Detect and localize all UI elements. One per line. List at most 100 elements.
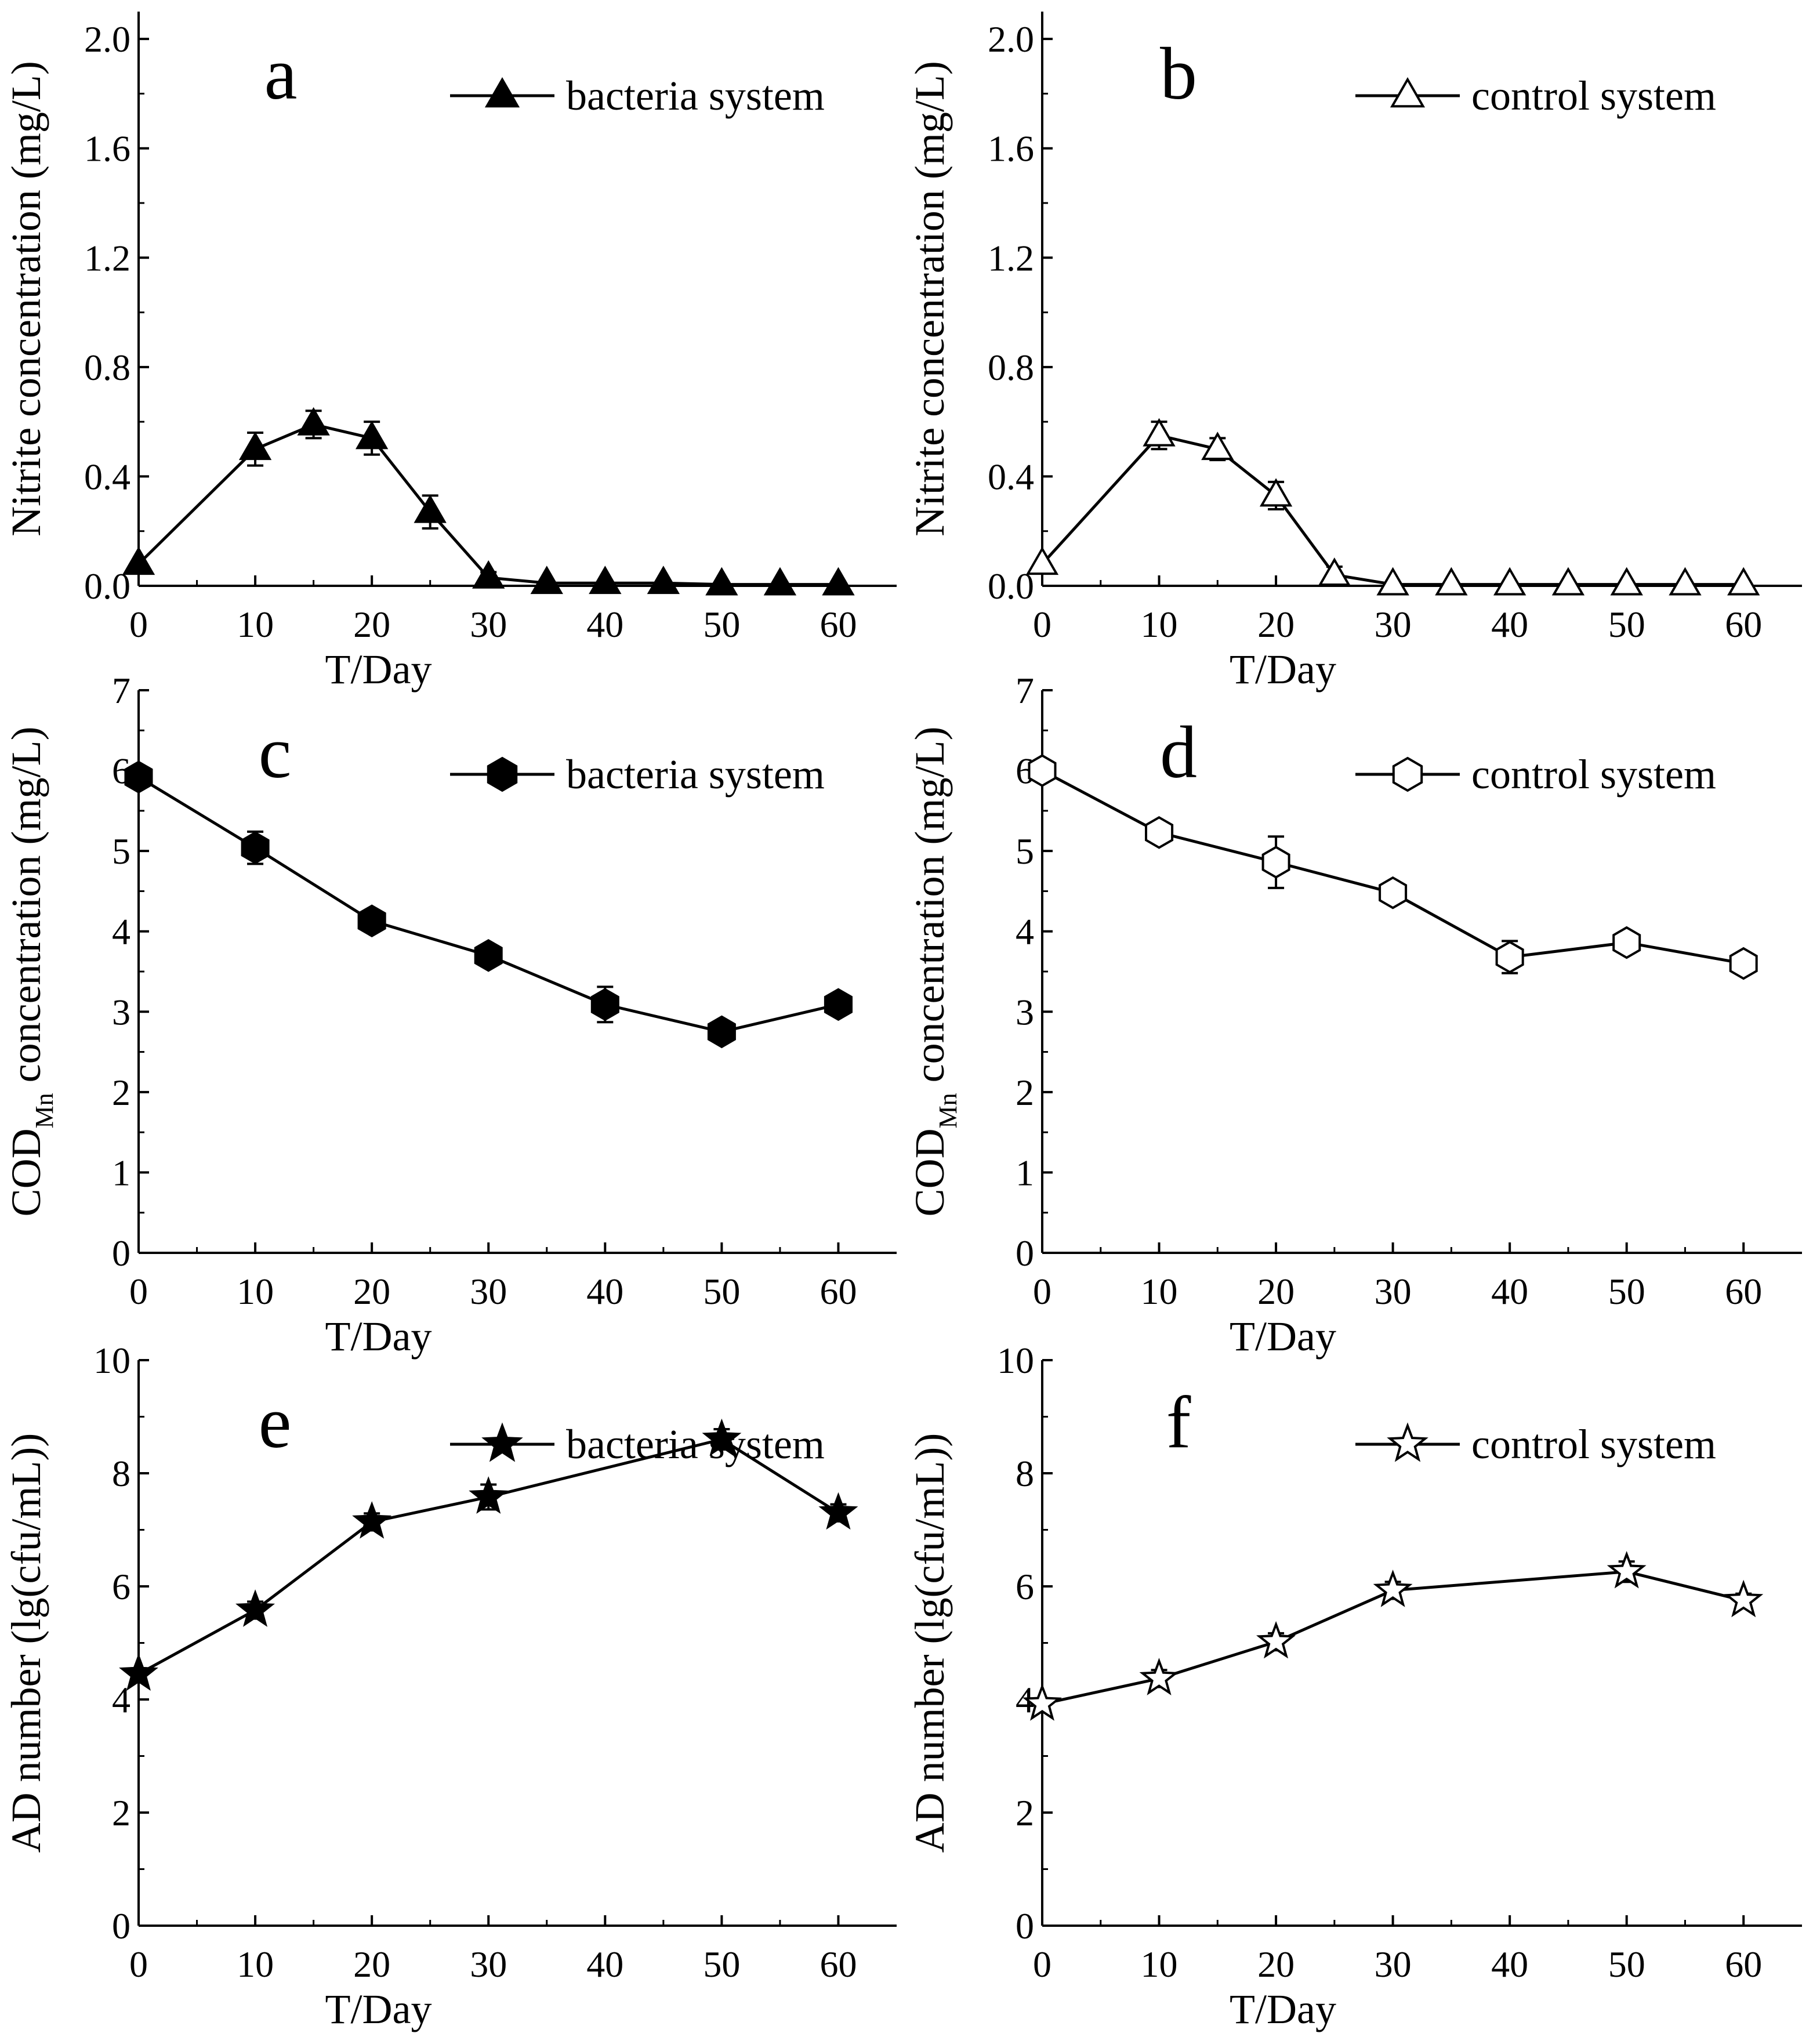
x-tick-label: 40 — [1491, 604, 1528, 645]
panel-letter: a — [264, 32, 298, 115]
y-tick-label: 0.4 — [84, 456, 130, 497]
x-tick-label: 60 — [820, 1944, 857, 1985]
x-axis-label: T/Day — [325, 1313, 432, 1360]
y-tick-label: 1 — [112, 1152, 130, 1193]
series-line — [1042, 1570, 1744, 1706]
panel-letter: b — [1160, 32, 1197, 115]
data-point — [1493, 567, 1526, 596]
data-point — [1551, 567, 1585, 596]
data-point — [1201, 432, 1234, 461]
x-tick-label: 60 — [1725, 1944, 1762, 1985]
y-tick-label: 5 — [112, 831, 130, 872]
y-tick-label: 6 — [1016, 1566, 1034, 1607]
x-tick-label: 30 — [1375, 604, 1412, 645]
y-tick-label: 0.8 — [988, 347, 1034, 388]
x-tick-label: 50 — [703, 1271, 740, 1312]
x-tick-label: 40 — [1491, 1944, 1528, 1985]
y-tick-label: 0.0 — [988, 566, 1034, 607]
x-tick-label: 50 — [1608, 604, 1645, 645]
x-tick-label: 10 — [237, 1944, 274, 1985]
x-tick-label: 50 — [1608, 1271, 1645, 1312]
data-point — [705, 567, 738, 596]
data-point — [1025, 546, 1059, 575]
x-tick-label: 10 — [237, 604, 274, 645]
y-tick-label: 8 — [1016, 1453, 1034, 1494]
x-axis-label: T/Day — [1230, 646, 1336, 693]
data-point — [647, 566, 680, 595]
data-point — [297, 407, 330, 436]
y-tick-label: 2 — [1016, 1792, 1034, 1833]
y-tick-label: 4 — [1016, 911, 1034, 952]
legend-label: control system — [1471, 73, 1716, 119]
y-tick-label: 0.4 — [988, 456, 1034, 497]
y-tick-label: 5 — [1016, 831, 1034, 872]
legend-marker — [1390, 77, 1426, 108]
legend-label: control system — [1471, 1421, 1716, 1467]
legend-label: control system — [1471, 751, 1716, 798]
x-tick-label: 20 — [1257, 604, 1295, 645]
x-tick-label: 40 — [586, 1944, 623, 1985]
data-point — [1256, 1621, 1296, 1659]
y-tick-label: 2 — [112, 1072, 130, 1113]
data-point — [1435, 567, 1468, 596]
data-point — [1376, 567, 1409, 596]
x-tick-label: 20 — [1257, 1944, 1295, 1985]
y-tick-label: 1.6 — [988, 128, 1034, 169]
x-tick-label: 20 — [1257, 1271, 1295, 1312]
x-axis-label: T/Day — [325, 646, 432, 693]
data-point — [1139, 1658, 1179, 1695]
y-tick-label: 0 — [112, 1233, 130, 1274]
x-tick-label: 50 — [1608, 1944, 1645, 1985]
x-axis-label: T/Day — [1230, 1313, 1336, 1360]
x-tick-label: 0 — [129, 1271, 148, 1312]
x-tick-label: 0 — [1033, 1271, 1051, 1312]
y-tick-label: 2 — [1016, 1072, 1034, 1113]
x-tick-label: 60 — [820, 1271, 857, 1312]
data-point — [1028, 754, 1057, 787]
x-tick-label: 10 — [1141, 604, 1178, 645]
legend-label: bacteria system — [566, 751, 825, 798]
data-point — [474, 938, 503, 972]
x-tick-label: 60 — [1725, 604, 1762, 645]
data-point — [1145, 816, 1174, 849]
x-axis-label: T/Day — [1230, 1986, 1336, 2032]
data-point — [235, 1589, 275, 1627]
data-point — [1261, 846, 1290, 879]
data-point — [1022, 1683, 1062, 1721]
data-point — [119, 1653, 158, 1691]
data-point — [1612, 926, 1641, 959]
panel-letter: d — [1160, 711, 1197, 793]
x-tick-label: 40 — [586, 604, 623, 645]
x-tick-label: 30 — [470, 1944, 507, 1985]
y-axis-label: AD number (lg(cfu/mL)) — [906, 1433, 953, 1853]
data-point — [124, 760, 153, 794]
y-axis-label: CODMn concentration (mg/L) — [3, 727, 59, 1217]
x-tick-label: 0 — [1033, 1944, 1051, 1985]
y-tick-label: 10 — [93, 1340, 130, 1381]
y-tick-label: 0 — [1016, 1905, 1034, 1947]
x-tick-label: 10 — [237, 1271, 274, 1312]
series-line — [137, 775, 839, 1034]
y-tick-label: 4 — [112, 1679, 130, 1720]
x-tick-label: 60 — [1725, 1271, 1762, 1312]
data-point — [122, 546, 155, 575]
x-tick-label: 30 — [1375, 1271, 1412, 1312]
y-tick-label: 2.0 — [84, 19, 130, 60]
series-line — [1041, 433, 1744, 586]
y-tick-label: 1.2 — [988, 237, 1034, 278]
x-tick-label: 50 — [703, 604, 740, 645]
x-tick-label: 20 — [353, 1944, 390, 1985]
y-tick-label: 7 — [112, 670, 130, 711]
legend-marker — [1392, 756, 1423, 792]
panel-b: 0 10 20 30 40 50 60 0.0 0.4 0.8 1.2 1.6 2.0 T/Day Nitr… — [906, 12, 1802, 693]
x-tick-label: 10 — [1141, 1944, 1178, 1985]
y-tick-label: 2 — [112, 1792, 130, 1833]
data-point — [1724, 1579, 1764, 1618]
data-point — [1259, 478, 1293, 507]
y-tick-label: 0 — [1016, 1233, 1034, 1274]
series-line — [137, 1437, 839, 1676]
y-tick-label: 10 — [997, 1340, 1034, 1381]
y-tick-label: 1.2 — [84, 237, 130, 278]
